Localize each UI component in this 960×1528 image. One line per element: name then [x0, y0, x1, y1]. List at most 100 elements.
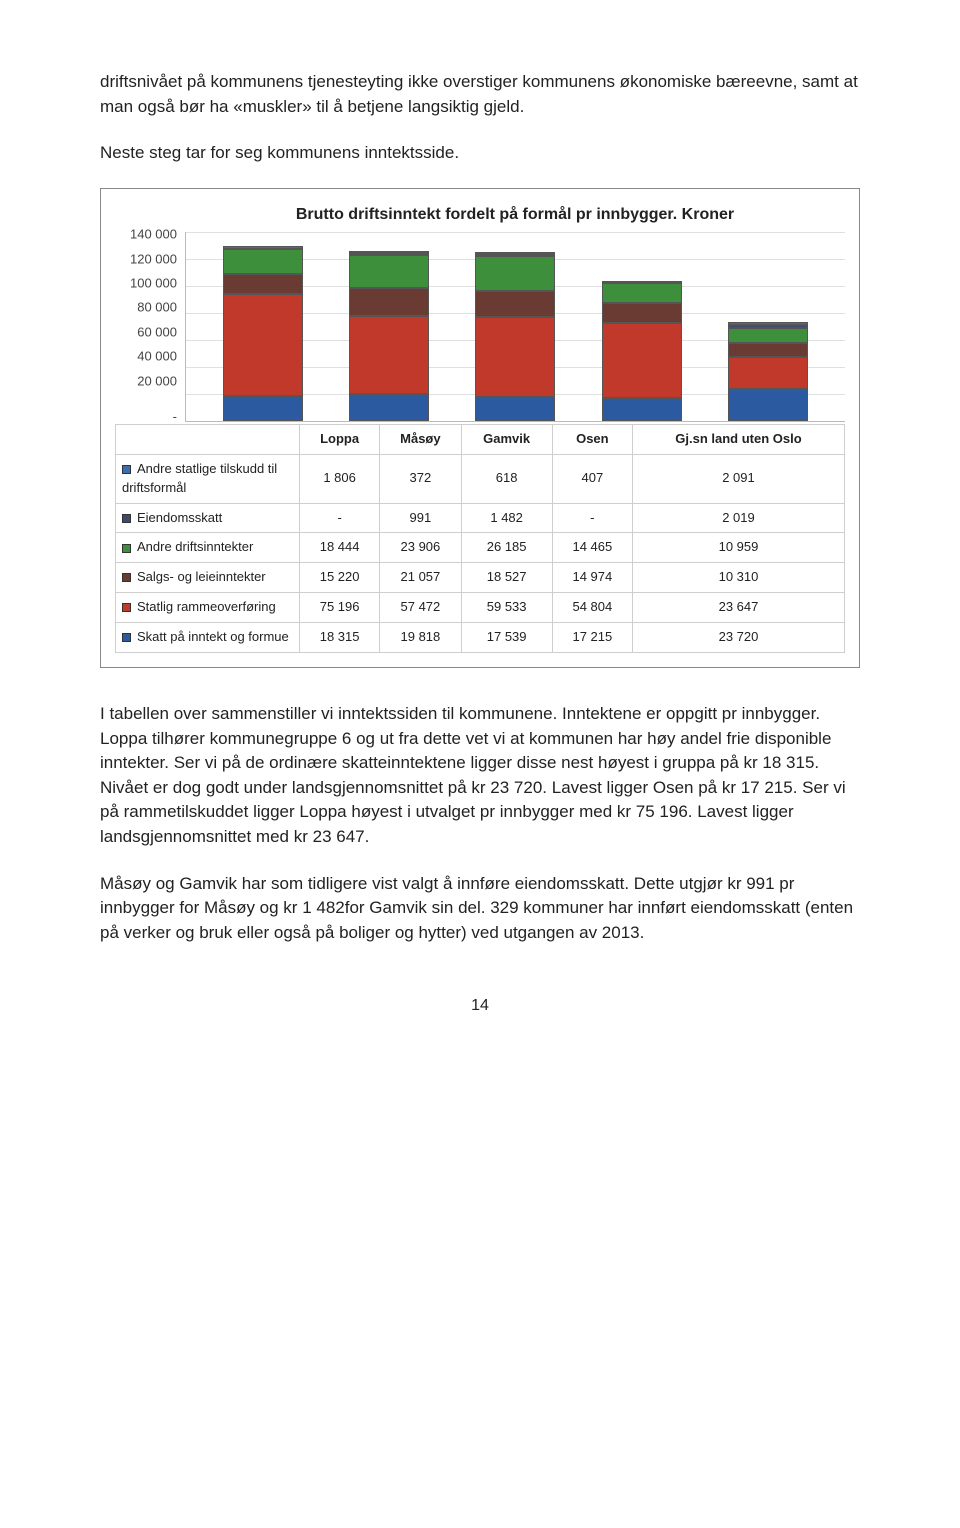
chart-frame: Brutto driftsinntekt fordelt på formål p…: [100, 188, 860, 668]
row-label-text: Eiendomsskatt: [137, 510, 222, 525]
cell: 15 220: [300, 563, 380, 593]
cell: 2 019: [632, 503, 844, 533]
chart-segment: [475, 317, 555, 398]
cell: 18 315: [300, 623, 380, 653]
chart-plot: [185, 232, 845, 422]
chart-segment: [728, 389, 808, 421]
intro-paragraph-2: Neste steg tar for seg kommunens inntekt…: [100, 141, 860, 166]
row-label: Statlig rammeoverføring: [116, 593, 300, 623]
chart-bar: [223, 246, 303, 421]
row-label-text: Andre driftsinntekter: [137, 539, 253, 554]
legend-swatch: [122, 603, 131, 612]
chart-data-table: Loppa Måsøy Gamvik Osen Gj.sn land uten …: [115, 424, 845, 653]
cell: 17 215: [552, 623, 632, 653]
chart-segment: [602, 398, 682, 421]
cell: 18 527: [461, 563, 552, 593]
legend-swatch: [122, 514, 131, 523]
chart-area: 140 000 120 000 100 000 80 000 60 000 40…: [115, 232, 845, 422]
table-row: Andre driftsinntekter18 44423 90626 1851…: [116, 533, 845, 563]
cell: 23 647: [632, 593, 844, 623]
ytick: 20 000: [137, 372, 177, 396]
cell: 59 533: [461, 593, 552, 623]
ytick: 40 000: [137, 348, 177, 372]
cell: 10 959: [632, 533, 844, 563]
chart-segment: [602, 323, 682, 397]
row-label: Eiendomsskatt: [116, 503, 300, 533]
cell: 2 091: [632, 454, 844, 503]
table-corner: [116, 425, 300, 455]
ytick: 60 000: [137, 323, 177, 347]
cell: 372: [380, 454, 461, 503]
body-paragraph-1: I tabellen over sammenstiller vi inntekt…: [100, 702, 860, 850]
chart-segment: [223, 274, 303, 295]
table-row: Skatt på inntekt og formue18 31519 81817…: [116, 623, 845, 653]
chart-segment: [602, 283, 682, 303]
row-label: Andre statlige tilskudd til driftsformål: [116, 454, 300, 503]
cell: 991: [380, 503, 461, 533]
chart-segment: [475, 291, 555, 316]
cell: 14 465: [552, 533, 632, 563]
legend-swatch: [122, 465, 131, 474]
cell: 10 310: [632, 563, 844, 593]
cell: 75 196: [300, 593, 380, 623]
chart-y-axis: 140 000 120 000 100 000 80 000 60 000 40…: [115, 232, 185, 422]
chart-segment: [349, 288, 429, 317]
cell: 407: [552, 454, 632, 503]
row-label-text: Salgs- og leieinntekter: [137, 569, 266, 584]
chart-bar: [728, 322, 808, 421]
cell: 19 818: [380, 623, 461, 653]
cell: 18 444: [300, 533, 380, 563]
cell: -: [300, 503, 380, 533]
table-row: Statlig rammeoverføring 75 19657 47259 53…: [116, 593, 845, 623]
table-row: Eiendomsskatt-9911 482-2 019: [116, 503, 845, 533]
chart-segment: [728, 328, 808, 343]
legend-swatch: [122, 573, 131, 582]
row-label: Andre driftsinntekter: [116, 533, 300, 563]
cell: 54 804: [552, 593, 632, 623]
legend-swatch: [122, 544, 131, 553]
ytick: 140 000: [130, 226, 177, 250]
chart-bar: [602, 281, 682, 421]
row-label-text: Andre statlige tilskudd til driftsformål: [122, 461, 277, 495]
chart-segment: [728, 343, 808, 357]
col-header: Gamvik: [461, 425, 552, 455]
cell: 17 539: [461, 623, 552, 653]
cell: 23 906: [380, 533, 461, 563]
row-label-text: Statlig rammeoverføring: [137, 599, 276, 614]
page: driftsnivået på kommunens tjenesteyting …: [0, 0, 960, 1057]
chart-segment: [349, 316, 429, 394]
chart-segment: [728, 357, 808, 389]
cell: 21 057: [380, 563, 461, 593]
chart-segment: [223, 294, 303, 396]
chart-segment: [223, 396, 303, 421]
chart-segment: [475, 397, 555, 421]
cell: -: [552, 503, 632, 533]
chart-title: Brutto driftsinntekt fordelt på formål p…: [115, 203, 845, 226]
chart-segment: [349, 394, 429, 421]
col-header: Loppa: [300, 425, 380, 455]
cell: 23 720: [632, 623, 844, 653]
chart-segment: [602, 303, 682, 323]
cell: 618: [461, 454, 552, 503]
body-paragraph-2: Måsøy og Gamvik har som tidligere vist v…: [100, 872, 860, 946]
cell: 57 472: [380, 593, 461, 623]
intro-paragraph-1: driftsnivået på kommunens tjenesteyting …: [100, 70, 860, 119]
chart-bar: [475, 252, 555, 421]
table-header-row: Loppa Måsøy Gamvik Osen Gj.sn land uten …: [116, 425, 845, 455]
chart-segment: [475, 256, 555, 292]
ytick: -: [173, 408, 177, 427]
row-label-text: Skatt på inntekt og formue: [137, 629, 289, 644]
cell: 1 482: [461, 503, 552, 533]
chart-bar: [349, 251, 429, 421]
ytick: 100 000: [130, 275, 177, 299]
ytick: 120 000: [130, 250, 177, 274]
ytick: 80 000: [137, 299, 177, 323]
col-header: Måsøy: [380, 425, 461, 455]
chart-segment: [223, 249, 303, 274]
col-header: Gj.sn land uten Oslo: [632, 425, 844, 455]
row-label: Skatt på inntekt og formue: [116, 623, 300, 653]
cell: 14 974: [552, 563, 632, 593]
legend-swatch: [122, 633, 131, 642]
row-label: Salgs- og leieinntekter: [116, 563, 300, 593]
table-row: Andre statlige tilskudd til driftsformål…: [116, 454, 845, 503]
